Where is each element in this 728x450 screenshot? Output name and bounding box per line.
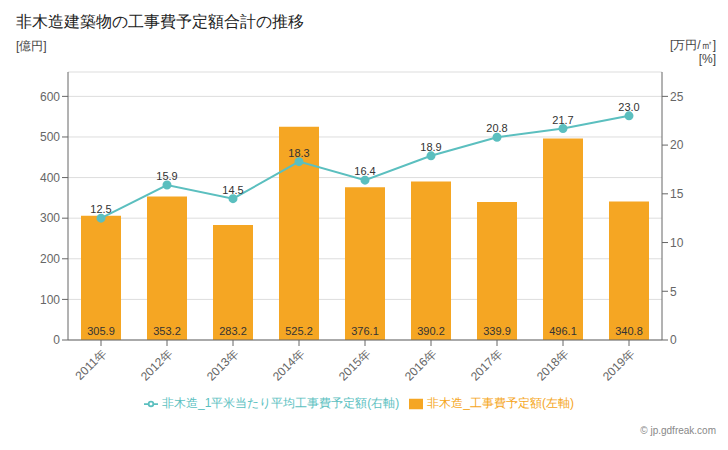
svg-text:376.1: 376.1 — [351, 325, 379, 337]
svg-text:400: 400 — [40, 171, 60, 185]
html-text:非木造_1平米当たり平均工事費予定額(右軸): 非木造_1平米当たり平均工事費予定額(右軸) — [162, 396, 400, 410]
svg-text:2015年: 2015年 — [336, 346, 373, 383]
svg-text:200: 200 — [40, 252, 60, 266]
svg-text:0: 0 — [670, 333, 677, 347]
svg-text:2013年: 2013年 — [204, 346, 241, 383]
svg-text:0: 0 — [53, 333, 60, 347]
svg-text:15.9: 15.9 — [156, 170, 177, 182]
svg-text:15: 15 — [670, 187, 684, 201]
svg-text:2011年: 2011年 — [73, 346, 110, 383]
svg-text:305.9: 305.9 — [87, 325, 115, 337]
svg-text:600: 600 — [40, 90, 60, 104]
svg-text:2018年: 2018年 — [534, 346, 571, 383]
html-text:[億円]: [億円] — [16, 39, 47, 53]
svg-text:2012年: 2012年 — [138, 346, 175, 383]
svg-text:20: 20 — [670, 138, 684, 152]
svg-text:2016年: 2016年 — [402, 346, 439, 383]
svg-text:525.2: 525.2 — [285, 325, 313, 337]
svg-text:340.8: 340.8 — [615, 325, 643, 337]
svg-text:10: 10 — [670, 236, 684, 250]
svg-text:18.9: 18.9 — [420, 141, 441, 153]
svg-text:390.2: 390.2 — [417, 325, 445, 337]
html-text:非木造建築物の工事費予定額合計の推移: 非木造建築物の工事費予定額合計の推移 — [16, 13, 304, 30]
svg-text:500: 500 — [40, 130, 60, 144]
svg-text:18.3: 18.3 — [288, 147, 309, 159]
svg-text:100: 100 — [40, 293, 60, 307]
html-text:© jp.gdfreak.com: © jp.gdfreak.com — [640, 425, 716, 436]
html-text:[万円/㎡]: [万円/㎡] — [670, 38, 716, 52]
svg-text:283.2: 283.2 — [219, 325, 247, 337]
svg-text:16.4: 16.4 — [354, 165, 375, 177]
svg-text:2017年: 2017年 — [468, 346, 505, 383]
svg-text:25: 25 — [670, 90, 684, 104]
svg-text:496.1: 496.1 — [549, 325, 577, 337]
svg-text:2019年: 2019年 — [600, 346, 637, 383]
svg-text:14.5: 14.5 — [222, 184, 243, 196]
svg-text:339.9: 339.9 — [483, 325, 511, 337]
svg-text:23.0: 23.0 — [618, 101, 639, 113]
svg-text:12.5: 12.5 — [90, 203, 111, 215]
svg-text:300: 300 — [40, 211, 60, 225]
svg-text:5: 5 — [670, 285, 677, 299]
svg-text:353.2: 353.2 — [153, 325, 181, 337]
svg-text:2014年: 2014年 — [270, 346, 307, 383]
svg-text:21.7: 21.7 — [552, 114, 573, 126]
html-text:非木造_工事費予定額(左軸): 非木造_工事費予定額(左軸) — [427, 396, 574, 410]
svg-text:20.8: 20.8 — [486, 122, 507, 134]
